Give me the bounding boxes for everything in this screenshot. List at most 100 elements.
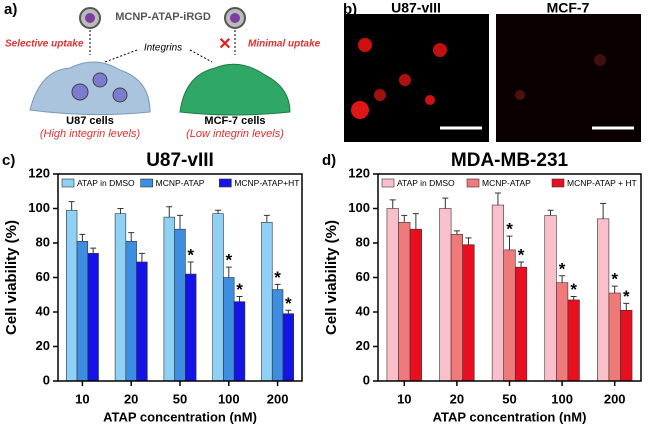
cell-spot xyxy=(374,89,386,101)
cross: ✕ xyxy=(218,36,231,53)
bar xyxy=(450,234,463,382)
nanoparticle-core xyxy=(85,13,95,23)
error-bar xyxy=(138,252,145,262)
internalized-particle xyxy=(92,72,108,88)
cell-spot xyxy=(399,74,411,86)
significance: * xyxy=(225,251,232,270)
error-bar xyxy=(263,214,270,223)
y-tick-label: 80 xyxy=(356,234,370,249)
cell-spot xyxy=(358,38,372,52)
error-bar xyxy=(177,214,183,230)
bar xyxy=(491,204,505,382)
cell-label: MCF-7 cells xyxy=(204,115,265,127)
legend-label: ATAP in DMSO xyxy=(397,178,455,188)
bar xyxy=(556,282,569,382)
x-tick-label: 200 xyxy=(604,391,626,406)
cell-label: U87 cells xyxy=(66,115,114,127)
particle-label: MCNP-ATAP-iRGD xyxy=(115,11,211,23)
cell-spot xyxy=(594,54,606,66)
panel-label: c) xyxy=(2,152,15,169)
nanoparticle-core xyxy=(230,13,240,23)
bar xyxy=(114,213,127,382)
significance: * xyxy=(236,280,243,299)
panel-label: d) xyxy=(322,152,336,169)
x-tick-label: 10 xyxy=(397,391,411,406)
y-tick-label: 60 xyxy=(36,269,50,284)
y-tick-label: 100 xyxy=(28,200,50,215)
y-tick-label: 20 xyxy=(356,338,370,353)
y-tick-label: 20 xyxy=(36,338,50,353)
bar xyxy=(212,213,224,382)
x-tick-label: 50 xyxy=(502,391,516,406)
error-bar xyxy=(570,295,577,300)
legend-swatch xyxy=(381,178,395,188)
significance: * xyxy=(611,270,618,289)
x-tick-label: 100 xyxy=(551,391,573,406)
image-label: U87-vIII xyxy=(391,0,441,16)
cell-mcf7 xyxy=(179,63,291,116)
bar xyxy=(608,292,621,382)
x-tick-label: 20 xyxy=(450,391,464,406)
error-bar xyxy=(79,233,86,242)
plot-frame xyxy=(377,173,642,382)
bar xyxy=(163,216,175,382)
minimal-label: Minimal uptake xyxy=(248,39,321,50)
y-tick-label: 0 xyxy=(363,372,370,387)
y-tick-label: 40 xyxy=(36,303,50,318)
x-tick-label: 100 xyxy=(218,391,240,406)
significance: * xyxy=(187,245,194,264)
internalized-particle xyxy=(71,83,89,101)
x-tick-label: 200 xyxy=(267,391,289,406)
error-bar xyxy=(518,261,525,268)
error-bar xyxy=(401,214,408,223)
error-bar xyxy=(465,237,472,245)
legend-swatch xyxy=(140,178,153,188)
error-bar xyxy=(166,206,173,218)
error-bar xyxy=(117,208,124,214)
bar xyxy=(398,222,411,382)
bar xyxy=(233,301,246,382)
integrins-label: Integrins xyxy=(144,43,182,54)
error-bar xyxy=(547,209,554,216)
error-bar xyxy=(187,261,194,275)
bar xyxy=(597,218,610,382)
error-bar xyxy=(274,283,281,290)
legend-swatch xyxy=(219,178,232,188)
bar xyxy=(282,313,295,382)
bar xyxy=(271,289,284,382)
bar xyxy=(462,244,475,382)
bar xyxy=(620,309,633,382)
bar xyxy=(65,209,78,382)
bar xyxy=(125,240,137,382)
error-bar xyxy=(90,247,97,254)
cell-spot xyxy=(351,101,369,119)
bar xyxy=(544,215,557,382)
bar xyxy=(567,299,580,382)
error-bar xyxy=(128,232,135,242)
significance: * xyxy=(274,268,281,287)
error-bar xyxy=(623,302,630,311)
error-bar xyxy=(215,209,222,214)
cell-spot xyxy=(425,95,435,105)
cell-note: (Low integrin levels) xyxy=(186,128,284,140)
panel-label: b) xyxy=(343,1,357,18)
arrow xyxy=(189,49,213,63)
legend-label: MCNP-ATAP xyxy=(156,178,205,188)
error-bar xyxy=(600,202,607,219)
y-axis-label: Cell viability (%) xyxy=(323,220,340,335)
y-tick-label: 40 xyxy=(356,303,370,318)
legend-swatch xyxy=(551,178,565,188)
image-label: MCF-7 xyxy=(547,0,590,16)
bar xyxy=(185,273,197,382)
significance: * xyxy=(506,220,513,239)
bar xyxy=(261,222,273,382)
legend-label: ATAP in DMSO xyxy=(77,178,135,188)
cell-note: (High integrin levels) xyxy=(40,128,141,140)
x-axis-label: ATAP concentration (nM) xyxy=(103,409,257,424)
error-bar xyxy=(225,266,232,278)
selective-label: Selective uptake xyxy=(5,39,84,50)
cell-u87 xyxy=(29,61,151,116)
x-axis-label: ATAP concentration (nM) xyxy=(433,409,587,424)
significance: * xyxy=(559,259,566,278)
